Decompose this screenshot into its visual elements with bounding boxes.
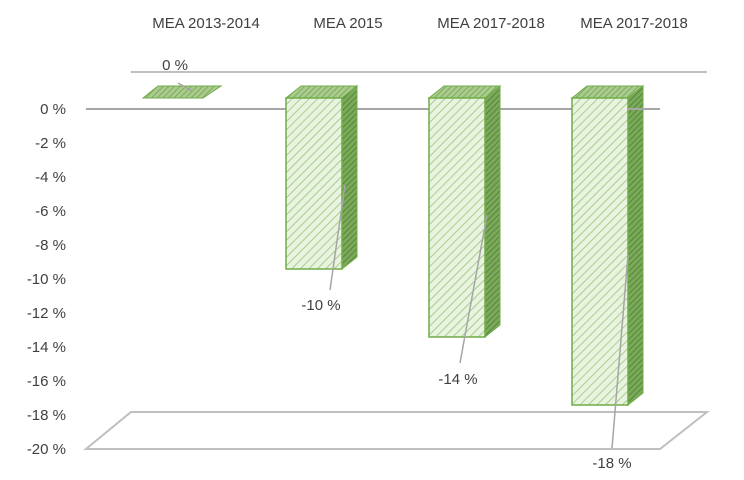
y-tick-label: -18 % <box>27 407 66 424</box>
y-tick-label: -12 % <box>27 305 66 322</box>
data-label: -14 % <box>438 371 477 388</box>
bar-side-face <box>484 84 501 339</box>
bar-2 <box>427 84 502 339</box>
y-tick-label: -6 % <box>35 203 66 220</box>
category-label: MEA 2017-2018 <box>580 15 688 32</box>
data-label: -10 % <box>301 297 340 314</box>
data-label: 0 % <box>162 57 188 74</box>
bar-front-face <box>285 97 343 270</box>
bar-front-face <box>428 97 486 338</box>
bar-front-face <box>571 97 629 406</box>
y-tick-label: -20 % <box>27 441 66 458</box>
y-tick-label: -2 % <box>35 135 66 152</box>
leader-line <box>329 184 346 291</box>
y-tick-label: -14 % <box>27 339 66 356</box>
leader-line <box>459 214 488 364</box>
y-tick-label: -4 % <box>35 169 66 186</box>
floor-plane <box>83 411 710 450</box>
y-tick-label: 0 % <box>40 101 66 118</box>
category-label: MEA 2017-2018 <box>437 15 545 32</box>
bar-3 <box>570 84 645 407</box>
bar-1 <box>284 84 359 271</box>
bar-0 <box>141 85 223 99</box>
category-label: MEA 2015 <box>313 15 382 32</box>
category-label: MEA 2013-2014 <box>152 15 260 32</box>
leader-line <box>177 82 193 92</box>
y-tick-label: -10 % <box>27 271 66 288</box>
data-label: -18 % <box>592 455 631 472</box>
leader-line <box>611 254 629 449</box>
bar-side-face <box>627 84 644 407</box>
y-tick-label: -8 % <box>35 237 66 254</box>
bar-top-face <box>141 85 223 99</box>
y-tick-label: -16 % <box>27 373 66 390</box>
bar-side-face <box>341 84 358 271</box>
